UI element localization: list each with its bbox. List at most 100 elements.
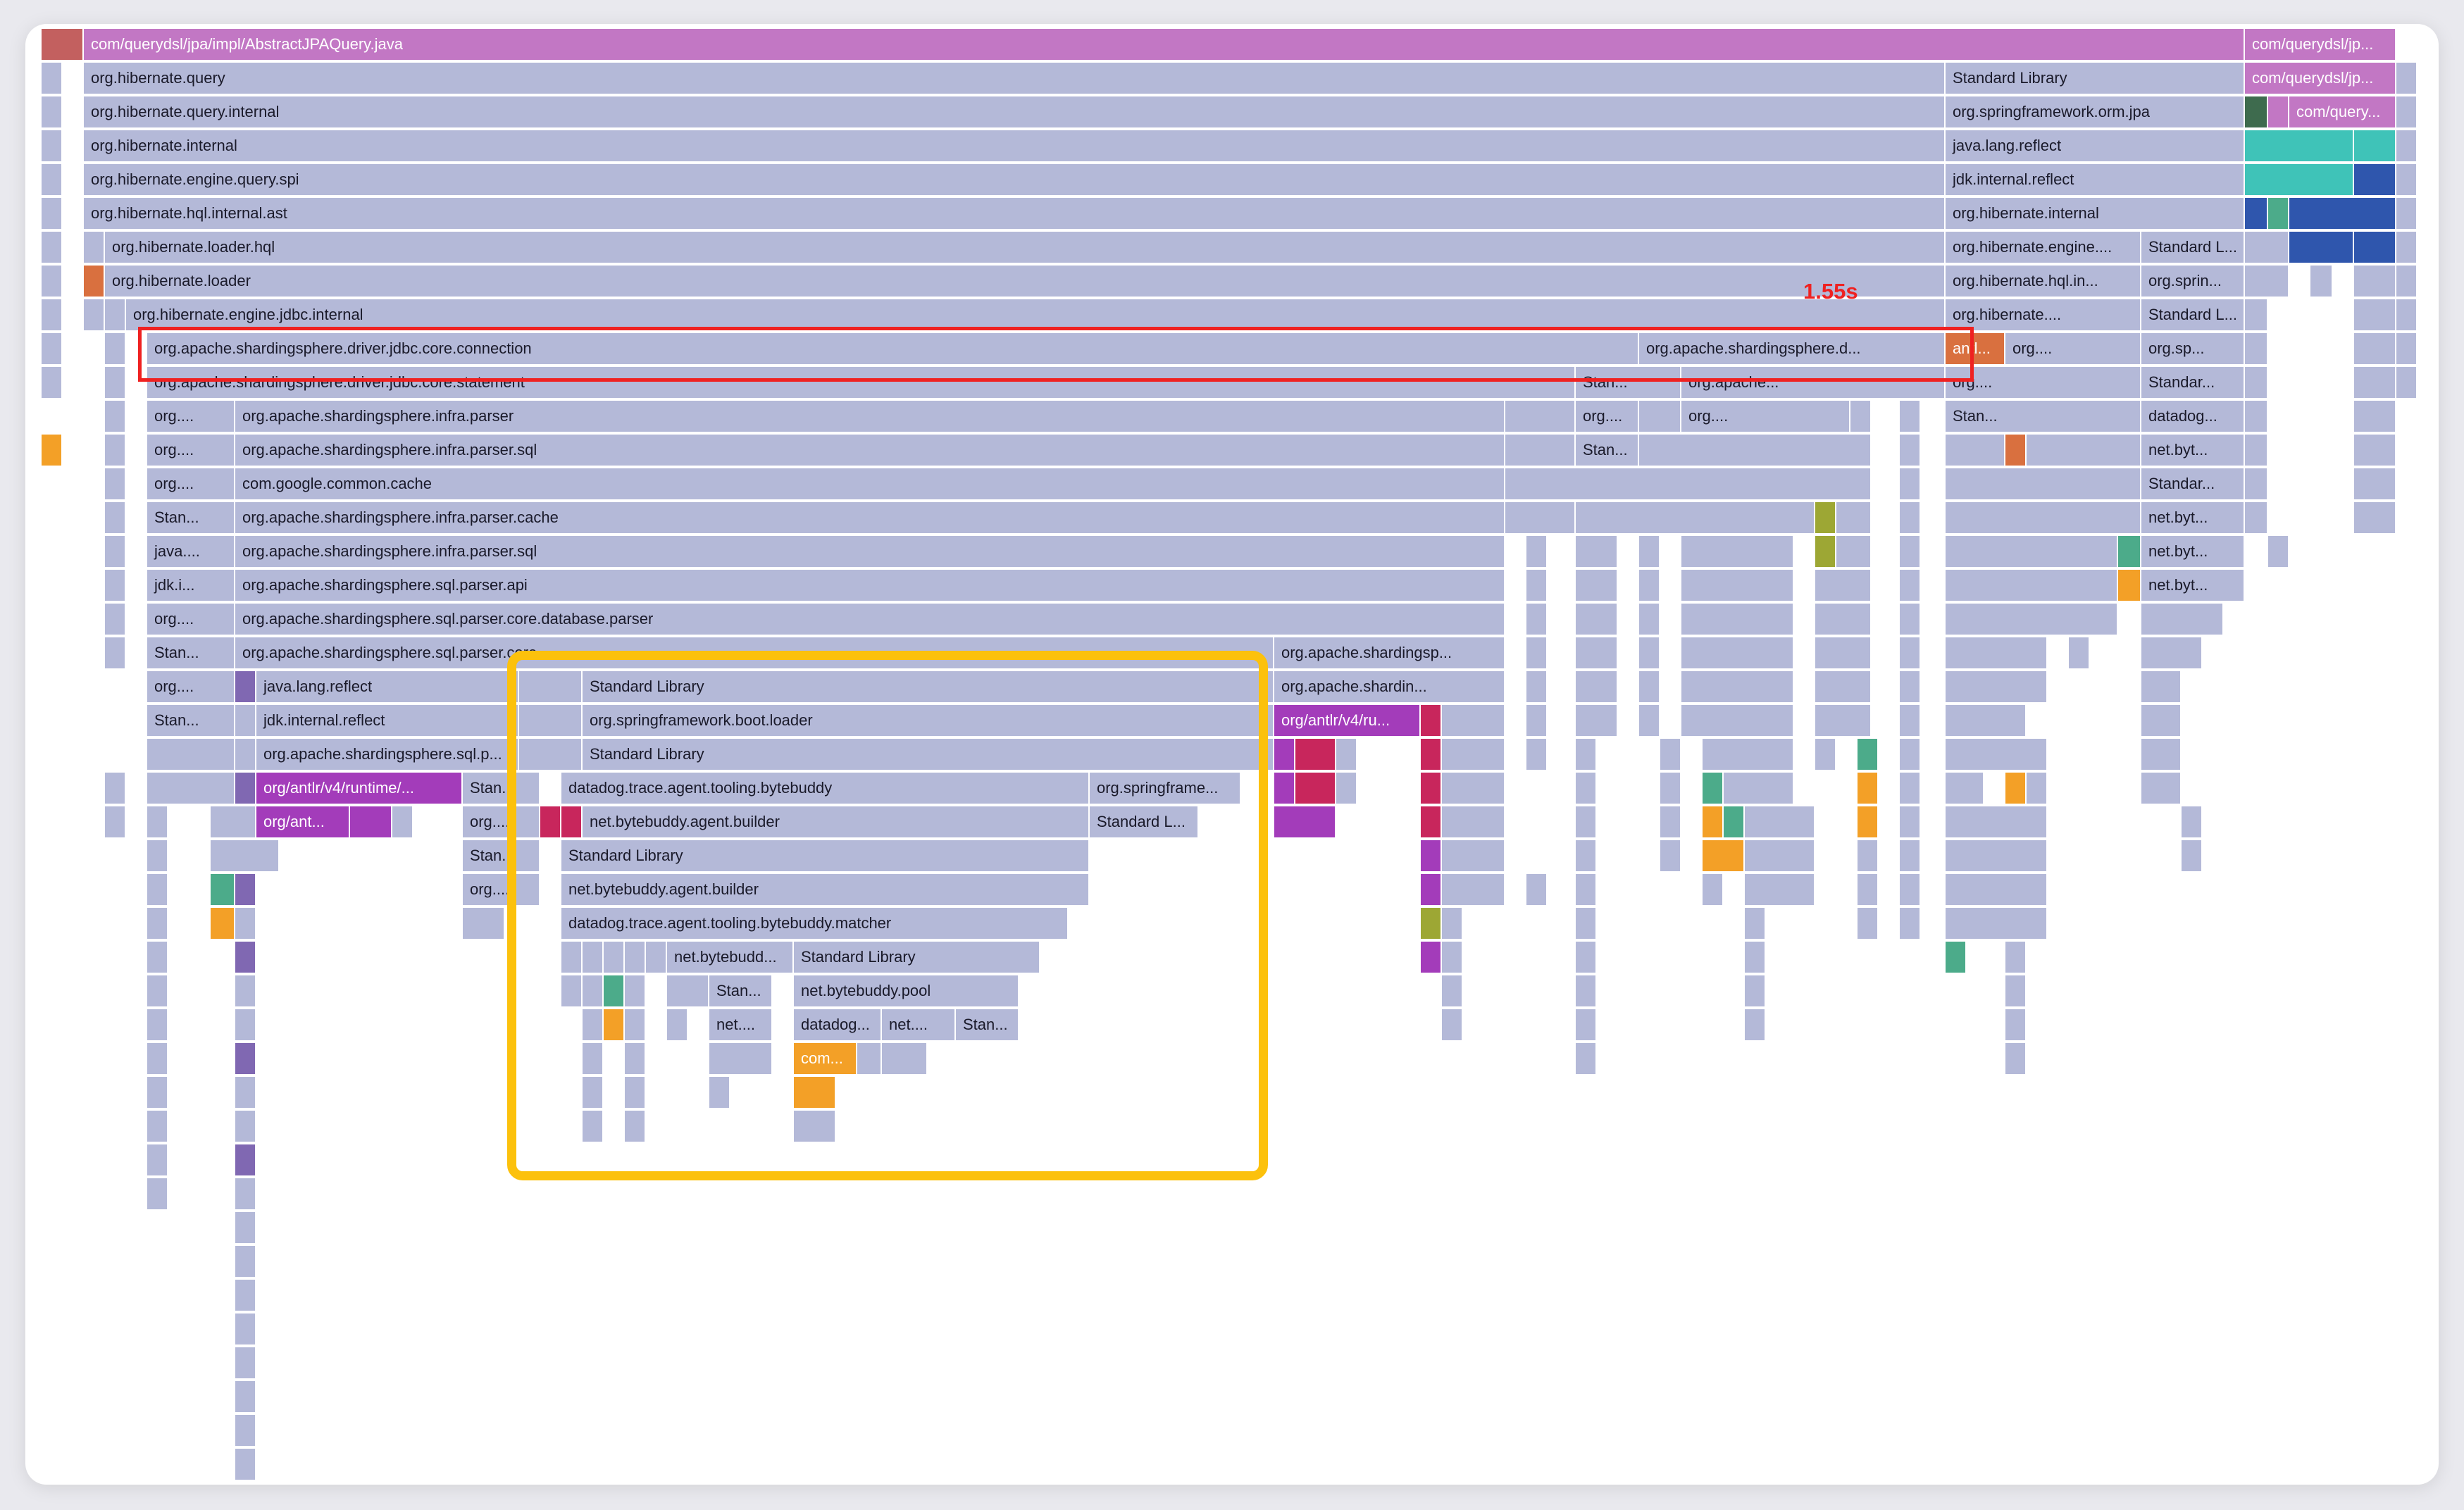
flame-frame-unlabeled[interactable] bbox=[1575, 873, 1596, 906]
flame-frame-unlabeled[interactable] bbox=[603, 975, 624, 1007]
flame-frame-unlabeled[interactable] bbox=[41, 332, 62, 365]
flame-frame-unlabeled[interactable] bbox=[2353, 265, 2396, 297]
flame-frame[interactable]: Stan... bbox=[1575, 366, 1681, 399]
flame-frame-unlabeled[interactable] bbox=[1575, 535, 1617, 568]
flame-frame-unlabeled[interactable] bbox=[1575, 975, 1596, 1007]
flame-frame-unlabeled[interactable] bbox=[104, 468, 125, 500]
flame-frame-unlabeled[interactable] bbox=[2396, 130, 2417, 162]
flame-frame-unlabeled[interactable] bbox=[235, 704, 256, 737]
flame-frame-unlabeled[interactable] bbox=[1681, 637, 1793, 669]
flame-frame-unlabeled[interactable] bbox=[624, 975, 645, 1007]
flame-frame-unlabeled[interactable] bbox=[1526, 603, 1547, 635]
flame-frame-unlabeled[interactable] bbox=[147, 1144, 168, 1176]
flame-frame[interactable]: Stan... bbox=[1575, 434, 1638, 466]
flame-frame-unlabeled[interactable] bbox=[235, 975, 256, 1007]
flame-frame-unlabeled[interactable] bbox=[104, 400, 125, 432]
flame-frame[interactable]: com/querydsl/jp... bbox=[2244, 28, 2396, 61]
flame-frame-unlabeled[interactable] bbox=[1441, 873, 1505, 906]
flame-frame[interactable]: net.... bbox=[709, 1009, 772, 1041]
flame-frame-unlabeled[interactable] bbox=[235, 1245, 256, 1278]
flame-frame-unlabeled[interactable] bbox=[1441, 840, 1505, 872]
flame-frame[interactable]: datadog.trace.agent.tooling.bytebuddy bbox=[561, 772, 1089, 804]
flame-frame-unlabeled[interactable] bbox=[41, 163, 62, 196]
flame-frame-unlabeled[interactable] bbox=[1575, 501, 1815, 534]
flame-frame-unlabeled[interactable] bbox=[104, 603, 125, 635]
flame-frame-unlabeled[interactable] bbox=[1945, 704, 2026, 737]
flame-frame-unlabeled[interactable] bbox=[41, 265, 62, 297]
flame-frame[interactable]: net.bytebuddy.pool bbox=[793, 975, 1019, 1007]
flame-frame-unlabeled[interactable] bbox=[2141, 704, 2181, 737]
flame-frame-unlabeled[interactable] bbox=[147, 1110, 168, 1142]
flame-frame-unlabeled[interactable] bbox=[1744, 873, 1815, 906]
flame-frame-unlabeled[interactable] bbox=[147, 1042, 168, 1075]
flame-frame-unlabeled[interactable] bbox=[104, 637, 125, 669]
flame-frame-unlabeled[interactable] bbox=[1660, 840, 1681, 872]
flame-frame-unlabeled[interactable] bbox=[147, 873, 168, 906]
flame-frame-unlabeled[interactable] bbox=[1744, 975, 1765, 1007]
flame-frame-unlabeled[interactable] bbox=[2289, 197, 2396, 230]
flame-frame[interactable]: org.apache.shardingsphere.sql.parser.cor… bbox=[235, 637, 1274, 669]
flame-frame[interactable]: org.... bbox=[2005, 332, 2141, 365]
flame-frame-unlabeled[interactable] bbox=[1638, 704, 1660, 737]
flame-frame[interactable]: org.sprin... bbox=[2141, 265, 2244, 297]
flame-frame[interactable]: Standard Library bbox=[582, 670, 1274, 703]
flame-frame-unlabeled[interactable] bbox=[235, 1144, 256, 1176]
flame-frame-unlabeled[interactable] bbox=[1815, 535, 1836, 568]
flame-frame-unlabeled[interactable] bbox=[41, 197, 62, 230]
flame-frame-unlabeled[interactable] bbox=[104, 299, 125, 331]
flame-frame-unlabeled[interactable] bbox=[645, 941, 666, 973]
flame-frame-unlabeled[interactable] bbox=[1526, 738, 1547, 770]
flame-frame-unlabeled[interactable] bbox=[1899, 704, 1920, 737]
flame-frame-unlabeled[interactable] bbox=[1575, 1009, 1596, 1041]
flame-frame-unlabeled[interactable] bbox=[235, 1347, 256, 1379]
flame-frame-unlabeled[interactable] bbox=[1575, 772, 1596, 804]
flame-frame-unlabeled[interactable] bbox=[83, 231, 104, 263]
flame-frame-unlabeled[interactable] bbox=[582, 1110, 603, 1142]
flame-frame[interactable]: org.hibernate.engine.query.spi bbox=[83, 163, 1945, 196]
flame-frame-unlabeled[interactable] bbox=[1441, 1009, 1462, 1041]
flame-frame[interactable]: Stan... bbox=[462, 840, 540, 872]
flame-frame-unlabeled[interactable] bbox=[666, 1009, 687, 1041]
flame-frame-unlabeled[interactable] bbox=[1660, 738, 1681, 770]
flame-frame-unlabeled[interactable] bbox=[1638, 434, 1871, 466]
flame-frame[interactable]: java.... bbox=[147, 535, 235, 568]
flame-frame-unlabeled[interactable] bbox=[2244, 265, 2289, 297]
flame-frame[interactable]: org.... bbox=[147, 400, 235, 432]
flame-frame[interactable]: Standard Library bbox=[561, 840, 1089, 872]
flame-frame-unlabeled[interactable] bbox=[1575, 670, 1617, 703]
flame-frame-unlabeled[interactable] bbox=[2068, 637, 2089, 669]
flame-frame-unlabeled[interactable] bbox=[2396, 299, 2417, 331]
flame-frame-unlabeled[interactable] bbox=[1857, 907, 1878, 940]
flame-frame-unlabeled[interactable] bbox=[518, 704, 582, 737]
flame-frame-unlabeled[interactable] bbox=[235, 1279, 256, 1311]
flame-frame-unlabeled[interactable] bbox=[104, 434, 125, 466]
flame-frame-unlabeled[interactable] bbox=[2244, 299, 2267, 331]
flame-frame[interactable]: org.springframework.orm.jpa bbox=[1945, 96, 2244, 128]
flame-frame-unlabeled[interactable] bbox=[2005, 1042, 2026, 1075]
flame-frame-unlabeled[interactable] bbox=[2396, 366, 2417, 399]
flame-frame-unlabeled[interactable] bbox=[2244, 197, 2267, 230]
flame-frame-unlabeled[interactable] bbox=[2310, 265, 2332, 297]
flame-frame-unlabeled[interactable] bbox=[2353, 501, 2396, 534]
flame-frame-unlabeled[interactable] bbox=[210, 907, 235, 940]
flame-frame-unlabeled[interactable] bbox=[235, 1313, 256, 1345]
flame-frame-unlabeled[interactable] bbox=[41, 62, 62, 94]
flame-frame-unlabeled[interactable] bbox=[147, 1178, 168, 1210]
flame-frame-unlabeled[interactable] bbox=[235, 1178, 256, 1210]
flame-frame-unlabeled[interactable] bbox=[41, 434, 62, 466]
flame-frame-unlabeled[interactable] bbox=[104, 772, 125, 804]
flame-frame[interactable]: net.byt... bbox=[2141, 535, 2244, 568]
flame-frame-unlabeled[interactable] bbox=[1899, 806, 1920, 838]
flame-frame-unlabeled[interactable] bbox=[709, 1076, 730, 1109]
flame-frame-unlabeled[interactable] bbox=[1857, 873, 1878, 906]
flame-frame-unlabeled[interactable] bbox=[1575, 806, 1596, 838]
flame-frame[interactable]: org.apache... bbox=[1681, 366, 1945, 399]
flame-frame-unlabeled[interactable] bbox=[624, 1076, 645, 1109]
flame-frame-unlabeled[interactable] bbox=[1945, 772, 1984, 804]
flame-frame-unlabeled[interactable] bbox=[1441, 704, 1505, 737]
flame-frame-unlabeled[interactable] bbox=[1681, 603, 1793, 635]
flame-frame[interactable]: Standard Library bbox=[582, 738, 1274, 770]
flame-frame[interactable]: org.hibernate.query bbox=[83, 62, 1945, 94]
flame-frame-unlabeled[interactable] bbox=[235, 670, 256, 703]
flame-frame-unlabeled[interactable] bbox=[582, 1076, 603, 1109]
